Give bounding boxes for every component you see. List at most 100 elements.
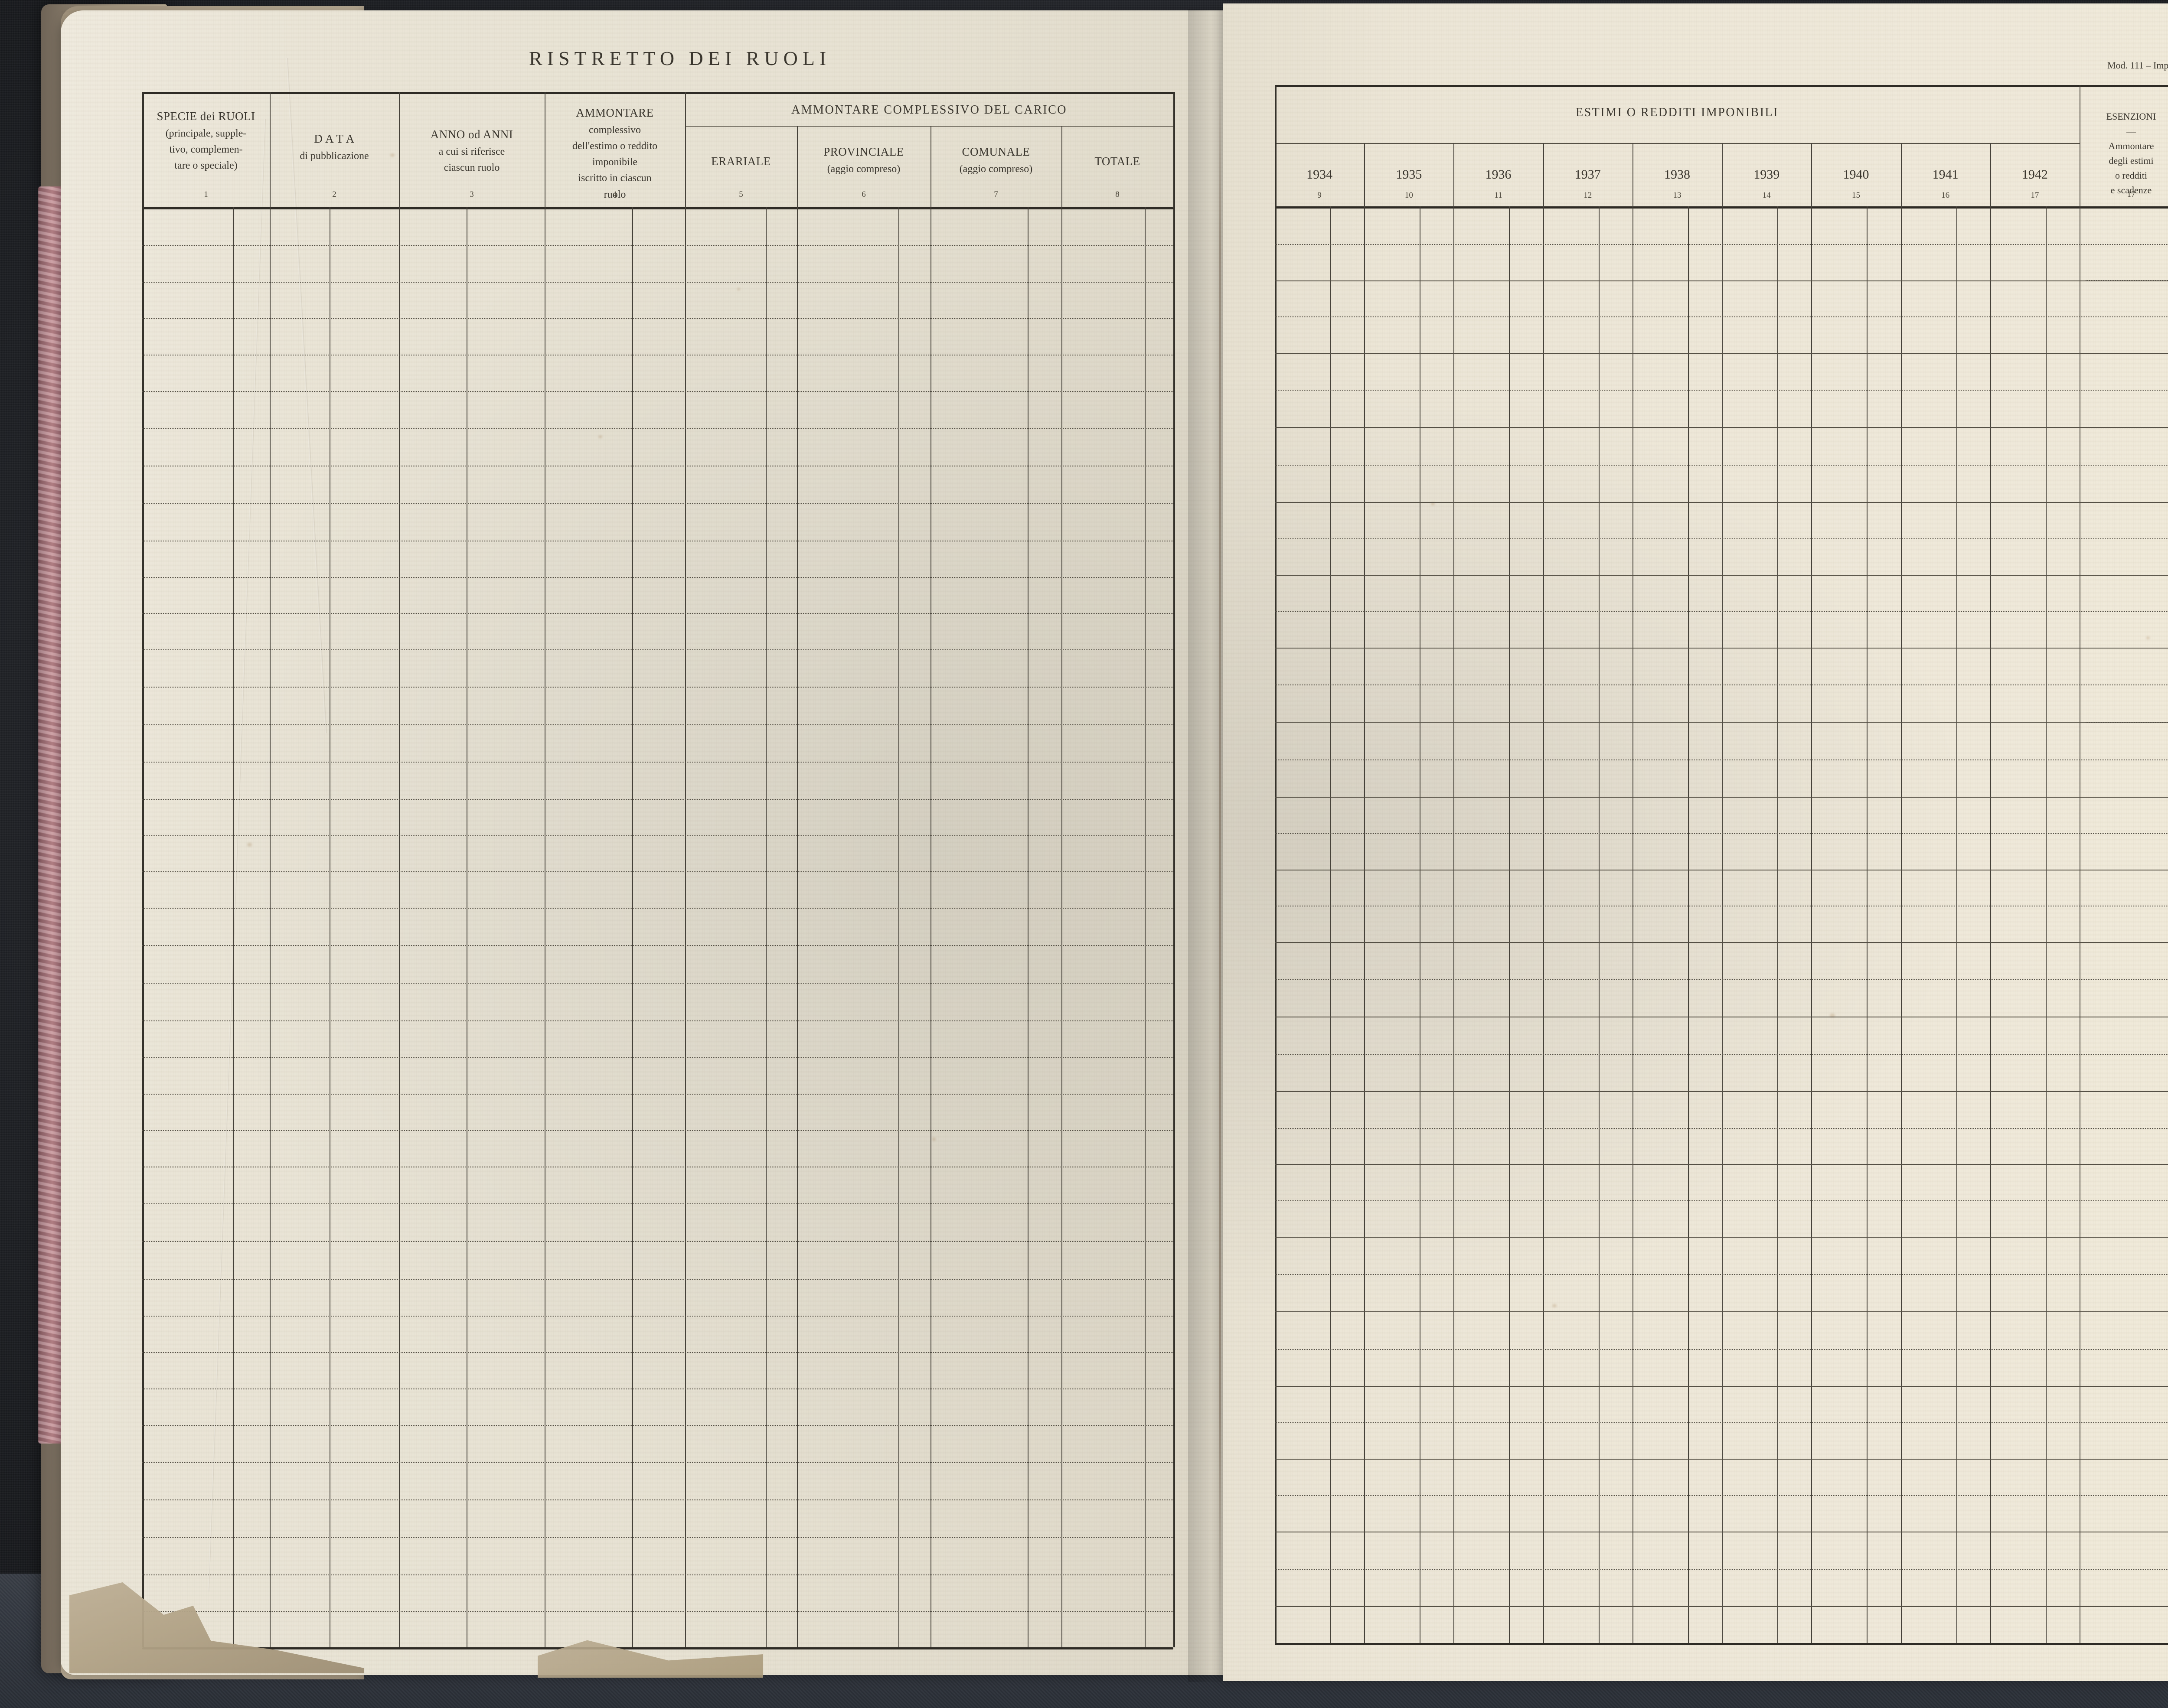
row-rule [1275, 759, 2168, 760]
column-rule [1061, 126, 1062, 207]
header-year-1936: 1936 [1485, 167, 1512, 182]
row-rule [1275, 427, 2168, 428]
row-rule [2086, 1164, 2168, 1165]
row-rule [142, 428, 1173, 429]
row-rule [1275, 797, 2168, 798]
header-line: (principale, supple- [165, 127, 247, 139]
row-rule [1275, 1643, 2168, 1645]
row-rule [142, 871, 1173, 872]
column-rule [632, 207, 633, 1647]
header-line: (aggio compreso) [959, 163, 1033, 175]
row-rule [2086, 575, 2168, 576]
row-rule [1275, 979, 2168, 980]
column-rule [797, 207, 798, 1647]
row-rule [142, 649, 1173, 650]
column-rule [766, 207, 767, 1647]
column-rule [1509, 206, 1510, 1643]
column-rule [399, 92, 400, 207]
row-rule [1275, 143, 2080, 144]
header-year-1942: 1942 [2021, 167, 2048, 182]
row-rule [1275, 206, 2168, 209]
row-rule [142, 908, 1173, 909]
column-rule [1173, 92, 1175, 207]
header-line: SPECIE dei RUOLI [157, 110, 255, 123]
row-rule [1275, 1164, 2168, 1165]
header-line: complessivo [589, 124, 641, 136]
column-number: 11 [1494, 191, 1502, 200]
header-ammontare-complessivo-del-carico: AMMONTARE COMPLESSIVO DEL CARICO [791, 103, 1067, 117]
row-rule [142, 1057, 1173, 1058]
row-rule [1275, 1386, 2168, 1387]
row-rule [1275, 1274, 2168, 1275]
open-ledger-book: RISTRETTO DEI RUOLI SPECIE dei RUOLI (pri… [26, 0, 2168, 1691]
header-line: dell'estimo o reddito [572, 140, 658, 152]
header-provinciale: PROVINCIALE (aggio compreso) [800, 143, 928, 177]
column-number: 6 [862, 190, 866, 199]
column-rule [270, 92, 271, 207]
column-rule [685, 207, 686, 1647]
header-line: ruolo [604, 189, 626, 200]
column-rule [1173, 207, 1175, 1647]
row-rule [1275, 316, 2168, 317]
row-rule [142, 762, 1173, 763]
row-rule [142, 1611, 1173, 1612]
column-number: 12 [1584, 191, 1592, 200]
row-rule [142, 1203, 1173, 1204]
row-rule [142, 245, 1173, 246]
column-rule [1061, 207, 1062, 1647]
row-rule [2086, 1606, 2168, 1607]
header-comunale: COMUNALE (aggio compreso) [933, 143, 1059, 177]
column-number: 4 [613, 190, 617, 199]
column-rule [142, 207, 144, 1647]
row-rule [1275, 1349, 2168, 1350]
right-table: ESTIMI O REDDITI IMPONIBILI 1934 9 1935 10 19… [26, 0, 2168, 1691]
row-rule [1275, 1200, 2168, 1201]
column-number: 17 [2031, 191, 2039, 200]
column-rule [1275, 85, 1277, 1643]
column-number: 13 [1673, 191, 1682, 200]
header-line: e scadenze [2110, 185, 2152, 196]
row-rule [142, 1094, 1173, 1095]
header-anno-od-anni: ANNO od ANNI a cui si riferisce ciascun ru… [402, 126, 542, 176]
column-rule [1811, 206, 1812, 1643]
row-rule [1275, 1495, 2168, 1496]
row-rule [2086, 280, 2168, 281]
header-line: — [2126, 126, 2136, 137]
row-rule [142, 503, 1173, 504]
column-rule [1867, 206, 1868, 1643]
column-rule [1453, 206, 1454, 1643]
row-rule [142, 1574, 1173, 1575]
header-line: PROVINCIALE [823, 145, 904, 158]
column-rule [685, 92, 686, 207]
row-rule [1275, 538, 2168, 539]
row-rule [142, 391, 1173, 392]
row-rule [2086, 1459, 2168, 1460]
header-line: ERARIALE [711, 155, 771, 168]
header-line: tare o speciale) [174, 160, 238, 172]
row-rule [2086, 1311, 2168, 1312]
header-line: D A T A [314, 132, 355, 145]
row-rule [1275, 502, 2168, 503]
row-rule [142, 945, 1173, 946]
column-rule [270, 207, 271, 1647]
header-line: iscritto in ciascun [578, 173, 652, 184]
column-rule [142, 92, 144, 207]
column-number: 10 [1404, 191, 1413, 200]
column-number: 3 [470, 190, 474, 199]
column-rule [1145, 207, 1146, 1647]
header-data: D A T A di pubblicazione [272, 130, 396, 164]
row-rule [1275, 1054, 2168, 1055]
row-rule [1275, 1128, 2168, 1129]
column-number: 5 [739, 190, 743, 199]
row-rule [1275, 648, 2168, 649]
header-line: tivo, complemen- [169, 144, 243, 156]
row-rule [1275, 1422, 2168, 1423]
column-number: 15 [1851, 191, 1860, 200]
header-line: degli estimi [2109, 155, 2154, 166]
row-rule [1275, 244, 2168, 245]
column-rule [1688, 206, 1689, 1643]
column-number: 8 [1115, 190, 1120, 199]
row-rule [1275, 942, 2168, 943]
row-rule [1275, 1569, 2168, 1570]
form-note-prefix: Mod. 111 – Imposte Dirette [2107, 60, 2168, 71]
